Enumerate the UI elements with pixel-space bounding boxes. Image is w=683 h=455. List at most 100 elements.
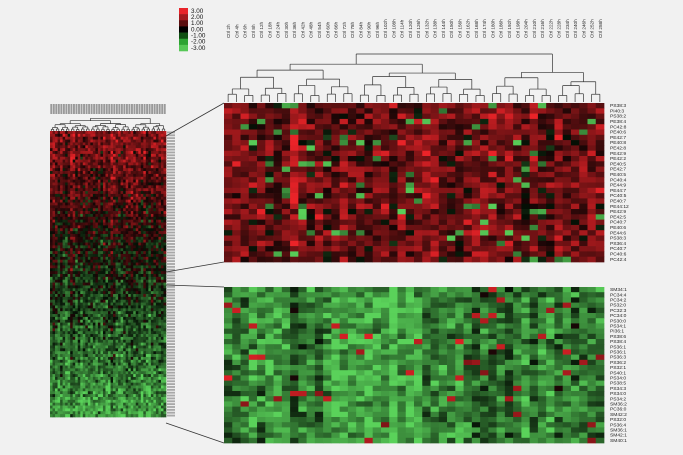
heatmap-cell (92, 276, 96, 281)
heatmap-cell (110, 233, 114, 238)
heatmap-cell (50, 405, 53, 409)
heatmap-cell (160, 308, 164, 312)
heatmap-cell (138, 325, 142, 329)
heatmap-cell (140, 265, 144, 269)
heatmap-cell (113, 354, 116, 358)
heatmap-cell (97, 368, 101, 372)
heatmap-cell (145, 399, 149, 404)
heatmap-cell (138, 319, 142, 323)
heatmap-cell (113, 236, 116, 241)
heatmap-cell (108, 216, 111, 221)
heatmap-cell (150, 202, 154, 206)
heatmap-cell (105, 414, 109, 418)
heatmap-cell (125, 291, 129, 295)
heatmap-cell (108, 213, 111, 218)
heatmap-cell (155, 171, 159, 175)
overview-row-label-tick (167, 265, 175, 268)
heatmap-cell (62, 282, 66, 286)
heatmap-cell (153, 399, 157, 404)
heatmap-cell (120, 411, 124, 415)
top-column-label: Ctrl 150h (449, 19, 454, 38)
heatmap-cell (62, 202, 66, 206)
heatmap-cell (153, 191, 157, 195)
heatmap-cell (75, 182, 79, 186)
heatmap-cell (110, 391, 114, 395)
heatmap-cell (50, 165, 53, 169)
heatmap-cell (50, 351, 53, 355)
heatmap-cell (52, 131, 56, 135)
heatmap-cell (115, 374, 119, 378)
heatmap-cell (62, 193, 66, 198)
heatmap-cell (113, 265, 116, 269)
heatmap-cell (85, 251, 89, 255)
heatmap-cell (90, 268, 94, 272)
heatmap-cell (95, 159, 99, 163)
heatmap-cell (65, 182, 68, 186)
heatmap-cell (70, 296, 74, 301)
heatmap-cell (108, 139, 111, 143)
heatmap-cell (140, 188, 144, 192)
heatmap-cell (60, 225, 63, 229)
heatmap-cell (130, 208, 134, 212)
heatmap-cell (97, 371, 101, 375)
heatmap-cell (50, 294, 53, 298)
heatmap-cell (108, 188, 111, 192)
heatmap-cell (90, 354, 94, 358)
heatmap-cell (153, 296, 157, 301)
heatmap-cell (140, 225, 144, 229)
heatmap-cell (160, 359, 164, 364)
heatmap-cell (55, 388, 58, 392)
heatmap-cell (100, 402, 104, 406)
heatmap-cell (113, 388, 116, 392)
heatmap-cell (92, 291, 96, 295)
heatmap-cell (133, 396, 137, 401)
heatmap-cell (72, 351, 76, 355)
heatmap-cell (160, 171, 164, 175)
heatmap-cell (145, 325, 149, 329)
heatmap-cell (125, 271, 129, 275)
heatmap-cell (87, 171, 91, 175)
heatmap-cell (108, 133, 111, 138)
heatmap-cell (85, 193, 89, 198)
heatmap-cell (138, 274, 142, 278)
heatmap-cell (160, 208, 164, 212)
heatmap-cell (143, 405, 147, 409)
heatmap-cell (158, 231, 162, 235)
heatmap-cell (163, 185, 167, 189)
heatmap-cell (52, 265, 56, 269)
heatmap-cell (65, 171, 68, 175)
heatmap-cell (50, 385, 53, 389)
heatmap-cell (67, 371, 71, 375)
heatmap-cell (72, 382, 76, 386)
heatmap-cell (82, 171, 86, 175)
heatmap-cell (80, 274, 84, 278)
heatmap-cell (82, 199, 86, 203)
heatmap-cell (82, 139, 86, 143)
heatmap-cell (118, 348, 121, 352)
heatmap-cell (105, 282, 109, 286)
heatmap-cell (105, 274, 109, 278)
heatmap-cell (55, 256, 58, 261)
heatmap-cell (50, 196, 53, 200)
heatmap-cell (55, 231, 58, 235)
heatmap-cell (77, 168, 81, 172)
heatmap-cell (108, 211, 111, 215)
heatmap-cell (145, 305, 149, 309)
heatmap-cell (118, 336, 121, 341)
heatmap-cell (52, 348, 56, 352)
heatmap-cell (70, 285, 74, 289)
heatmap-cell (123, 285, 126, 289)
heatmap-cell (138, 348, 142, 352)
heatmap-cell (55, 133, 58, 138)
heatmap-cell (145, 248, 149, 252)
heatmap-cell (102, 265, 106, 269)
heatmap-cell (57, 308, 61, 312)
heatmap-cell (143, 328, 147, 332)
heatmap-cell (150, 408, 154, 412)
heatmap-cell (115, 316, 119, 321)
heatmap-cell (143, 371, 147, 375)
heatmap-cell (155, 205, 159, 209)
heatmap-cell (77, 331, 81, 335)
heatmap-cell (50, 133, 53, 138)
heatmap-cell (67, 299, 71, 303)
